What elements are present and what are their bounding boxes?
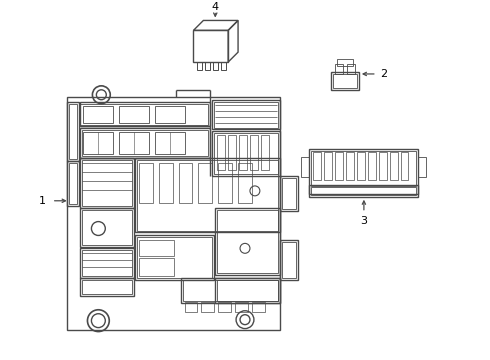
Bar bbox=[261, 135, 269, 170]
Bar bbox=[379, 152, 387, 180]
Bar bbox=[314, 152, 321, 180]
Bar bbox=[347, 64, 355, 74]
Bar bbox=[139, 258, 173, 276]
Bar bbox=[214, 134, 278, 174]
Bar bbox=[79, 158, 134, 208]
Bar bbox=[181, 278, 280, 303]
Bar bbox=[137, 160, 278, 230]
Bar bbox=[79, 278, 134, 296]
Bar bbox=[119, 105, 149, 122]
Bar bbox=[335, 64, 343, 74]
Bar bbox=[217, 280, 278, 301]
Bar bbox=[368, 152, 376, 180]
Bar bbox=[69, 104, 76, 159]
Bar bbox=[137, 238, 212, 278]
Bar bbox=[309, 185, 418, 197]
Bar bbox=[324, 152, 332, 180]
Bar bbox=[221, 62, 226, 70]
Bar bbox=[331, 72, 359, 90]
Bar bbox=[135, 158, 280, 233]
Text: 1: 1 bbox=[38, 196, 46, 206]
Bar bbox=[311, 151, 416, 186]
Bar bbox=[311, 187, 416, 195]
Bar bbox=[218, 163, 232, 203]
Bar bbox=[282, 178, 295, 209]
Bar bbox=[194, 30, 228, 62]
Bar bbox=[214, 102, 278, 129]
Bar bbox=[67, 161, 78, 206]
Bar bbox=[250, 135, 258, 170]
Bar bbox=[235, 302, 248, 312]
Bar bbox=[280, 240, 297, 280]
Bar bbox=[183, 280, 278, 301]
Bar bbox=[205, 62, 210, 70]
Bar bbox=[418, 157, 426, 177]
Bar bbox=[357, 152, 365, 180]
Bar bbox=[218, 302, 231, 312]
Bar bbox=[81, 210, 132, 246]
Bar bbox=[197, 62, 202, 70]
Bar bbox=[252, 302, 265, 312]
Bar bbox=[135, 235, 214, 280]
Bar bbox=[79, 208, 134, 247]
Bar bbox=[217, 210, 278, 273]
Bar bbox=[155, 105, 185, 122]
Bar bbox=[337, 59, 353, 66]
Bar bbox=[212, 100, 280, 130]
Bar bbox=[400, 152, 409, 180]
Bar bbox=[139, 163, 153, 203]
Text: 3: 3 bbox=[361, 216, 368, 226]
Bar bbox=[213, 62, 218, 70]
Bar bbox=[301, 157, 309, 177]
Bar bbox=[212, 131, 280, 176]
Bar bbox=[159, 163, 172, 203]
Bar bbox=[81, 280, 132, 294]
Bar bbox=[333, 74, 357, 88]
Bar bbox=[201, 302, 214, 312]
Bar bbox=[69, 163, 76, 204]
Bar bbox=[228, 135, 236, 170]
Bar bbox=[83, 132, 113, 154]
Text: 4: 4 bbox=[212, 1, 219, 12]
Bar bbox=[67, 102, 78, 161]
Bar bbox=[335, 152, 343, 180]
Bar bbox=[282, 242, 295, 278]
Bar bbox=[81, 130, 208, 156]
Bar bbox=[179, 163, 193, 203]
Bar bbox=[81, 250, 132, 276]
Bar bbox=[215, 278, 280, 303]
Bar bbox=[280, 176, 297, 211]
Bar bbox=[79, 104, 208, 126]
Bar bbox=[239, 135, 247, 170]
Bar bbox=[198, 163, 212, 203]
Text: 2: 2 bbox=[380, 69, 387, 79]
Bar bbox=[79, 102, 210, 126]
Bar bbox=[67, 97, 280, 330]
Bar bbox=[309, 149, 418, 194]
Bar bbox=[79, 129, 210, 158]
Bar bbox=[185, 302, 197, 312]
Bar bbox=[81, 160, 132, 206]
Bar bbox=[215, 208, 280, 275]
Bar bbox=[79, 248, 134, 278]
Bar bbox=[217, 135, 225, 170]
Bar bbox=[139, 240, 173, 256]
Bar bbox=[155, 132, 185, 154]
Bar bbox=[238, 163, 252, 203]
Bar bbox=[390, 152, 397, 180]
Bar bbox=[119, 132, 149, 154]
Bar bbox=[346, 152, 354, 180]
Bar bbox=[83, 105, 113, 122]
